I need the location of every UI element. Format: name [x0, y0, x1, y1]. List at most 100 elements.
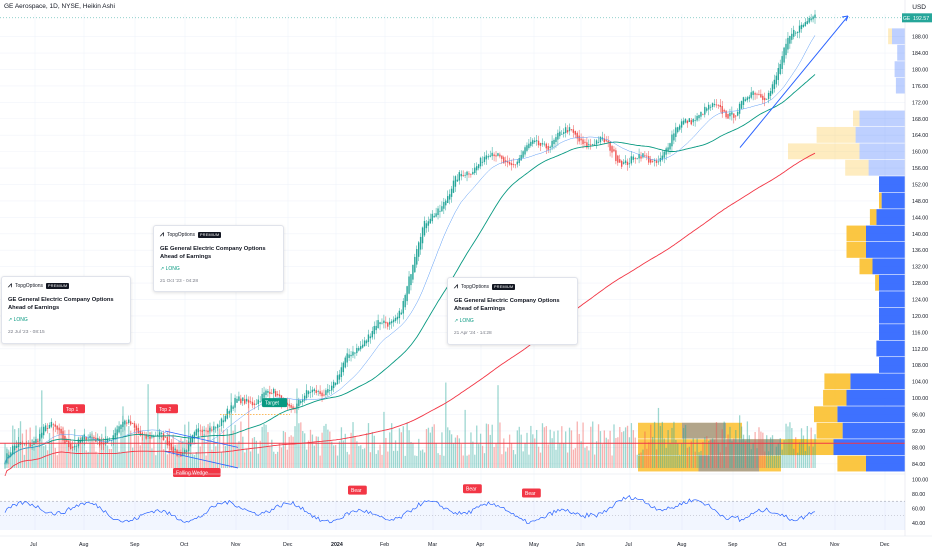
candle-body	[37, 441, 39, 442]
volume-bar	[313, 445, 316, 468]
volume-bar	[95, 451, 97, 468]
volume-bar	[203, 434, 205, 468]
candle-body	[300, 400, 302, 404]
y-axis-tick-label: 116.00	[912, 330, 928, 336]
y-axis-tick-label: 88.00	[912, 445, 925, 451]
idea-title[interactable]: GE General Electric Company Options Ahea…	[454, 298, 560, 312]
volume-bar	[97, 454, 99, 468]
candle-body	[661, 155, 663, 160]
candle-body	[796, 31, 799, 34]
candle-body	[234, 397, 236, 408]
candle-body	[346, 353, 348, 363]
candle-body	[292, 406, 294, 410]
candle-body	[717, 104, 720, 106]
volume-bar	[205, 455, 207, 468]
candle-body	[640, 156, 642, 159]
symbol-header: GE Aerospace, 1D, NYSE, Heikin Ashi	[4, 3, 115, 10]
candle-body	[474, 167, 476, 174]
candle-body	[528, 143, 530, 149]
x-axis-tick-label: Sep	[728, 542, 737, 548]
volume-bar	[771, 435, 774, 468]
candle-body	[733, 113, 735, 118]
volume-bar	[528, 454, 530, 468]
candle-body	[520, 154, 522, 161]
volume-bar	[746, 421, 749, 468]
volume-bar	[338, 441, 341, 468]
volume-profile-bar-down	[879, 291, 905, 308]
candle-body	[779, 63, 781, 75]
volume-bar	[470, 432, 472, 468]
volume-bar	[350, 432, 352, 468]
volume-bar	[563, 443, 565, 468]
candle-body	[609, 141, 611, 151]
volume-bar	[626, 425, 629, 468]
y-axis-tick-label: 104.00	[912, 380, 928, 386]
idea-title[interactable]: GE General Electric Company Options Ahea…	[8, 297, 114, 311]
candle-body	[46, 428, 49, 429]
volume-bar	[307, 440, 310, 468]
volume-bar	[566, 452, 569, 468]
volume-bar	[497, 385, 499, 468]
volume-bar	[752, 442, 754, 468]
candle-body	[644, 155, 646, 157]
candle-body	[754, 93, 756, 95]
volume-profile-bar-down	[850, 373, 905, 390]
volume-bar	[164, 440, 167, 468]
candle-body	[764, 97, 766, 101]
candle-body	[317, 390, 319, 392]
candle-body	[182, 452, 184, 455]
volume-bar	[474, 454, 476, 468]
volume-bar	[363, 448, 366, 468]
volume-bar	[300, 422, 302, 468]
volume-bar	[58, 427, 60, 468]
annotation-falling-wedge-bg	[173, 468, 221, 477]
volume-bar	[72, 447, 74, 468]
volume-bar	[710, 440, 712, 468]
candle-body	[201, 430, 203, 432]
volume-bar	[582, 422, 584, 468]
premium-badge: PREMIUM	[198, 232, 222, 238]
volume-bar	[162, 449, 165, 468]
candle-body	[42, 426, 45, 436]
candle-body	[247, 400, 250, 403]
candle-body	[501, 155, 503, 159]
candle-body	[257, 399, 259, 405]
volume-bar	[787, 426, 789, 468]
idea-card-3[interactable]: ⩘ TopgOptions PREMIUM GE General Electri…	[447, 277, 578, 345]
anchored-profile-down	[682, 422, 726, 439]
volume-bar	[290, 435, 292, 468]
candle-body	[205, 430, 207, 432]
candle-body	[547, 146, 549, 150]
volume-bar	[141, 430, 143, 468]
candle-body	[126, 422, 128, 424]
candle-body	[195, 429, 198, 436]
volume-bar	[137, 435, 140, 468]
volume-profile-bar-down	[846, 389, 905, 406]
idea-card-1[interactable]: ⩘ TopgOptions PREMIUM GE General Electri…	[1, 276, 131, 344]
volume-profile-bar-up	[824, 373, 851, 390]
candle-body	[576, 132, 578, 139]
candle-body	[389, 321, 391, 325]
candle-body	[725, 110, 727, 118]
volume-bar	[66, 442, 68, 468]
x-axis-tick-label: Nov	[231, 542, 241, 548]
candle-body	[663, 151, 665, 158]
volume-bar	[675, 440, 677, 468]
candle-body	[475, 166, 478, 171]
volume-bar	[155, 455, 157, 468]
candle-body	[580, 138, 582, 141]
long-arrow-icon: ↗	[8, 317, 14, 323]
candle-body	[311, 389, 314, 393]
idea-title[interactable]: GE General Electric Company Options Ahea…	[160, 246, 266, 260]
candle-body	[44, 425, 47, 431]
candle-body	[360, 346, 362, 350]
volume-bar	[609, 430, 611, 468]
idea-card-2[interactable]: ⩘ TopgOptions PREMIUM GE General Electri…	[153, 225, 284, 292]
candle-body	[539, 142, 542, 146]
candle-body	[441, 206, 443, 212]
candle-body	[114, 433, 116, 438]
candle-body	[139, 430, 142, 436]
volume-bar	[549, 429, 551, 468]
candle-body	[715, 104, 718, 106]
